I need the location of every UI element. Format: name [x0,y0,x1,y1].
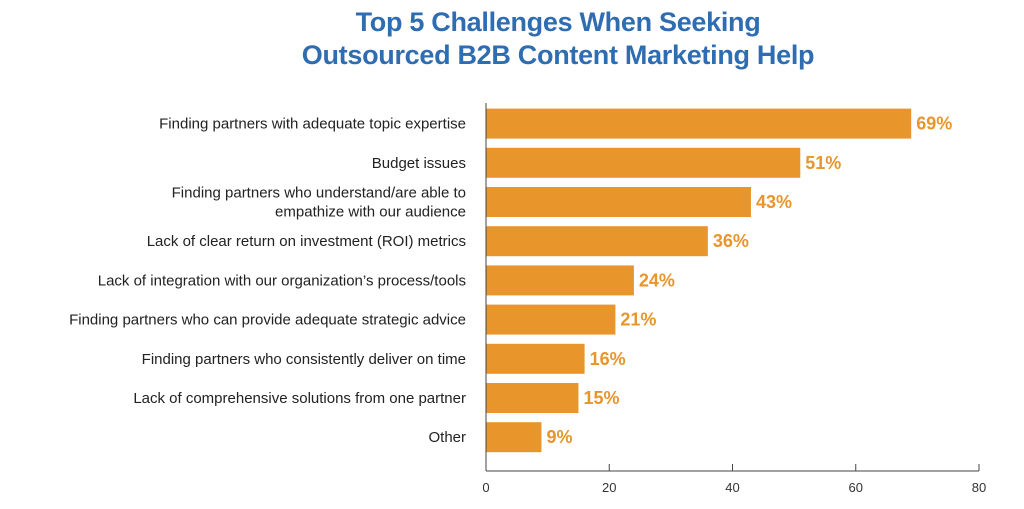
x-tick-label-2: 40 [725,480,739,495]
bar-1 [486,147,801,178]
value-label-7: 15% [583,388,619,408]
category-label-6: Finding partners who consistently delive… [142,351,466,368]
value-label-6: 16% [590,349,626,369]
bar-2 [486,187,751,217]
category-label-2-line-1: Finding partners who understand/are able… [172,185,466,202]
value-label-4: 24% [639,270,675,290]
chart-title: Top 5 Challenges When Seeking Outsourced… [0,6,1024,72]
value-label-8: 9% [546,427,572,447]
value-label-0: 69% [916,114,952,134]
category-label-5: Finding partners who can provide adequat… [69,312,466,329]
bar-6 [486,343,585,374]
category-label-8: Other [428,429,466,446]
bar-5 [486,304,616,335]
bar-3 [486,226,708,257]
bar-7 [486,383,579,413]
chart-title-line-2: Outsourced B2B Content Marketing Help [301,40,815,70]
value-label-2: 43% [756,192,792,212]
category-label-2-line-2: empathize with our audience [275,204,466,221]
x-tick-label-4: 80 [972,480,986,495]
value-label-1: 51% [805,153,841,173]
category-label-4: Lack of integration with our organizatio… [98,272,466,289]
bar-8 [486,422,542,453]
bar-0 [486,108,912,139]
x-tick-label-1: 20 [602,480,616,495]
category-label-3: Lack of clear return on investment (ROI)… [147,233,466,250]
chart-title-line-1: Top 5 Challenges When Seeking [355,7,761,37]
x-tick-label-3: 60 [849,480,863,495]
value-label-5: 21% [620,310,656,330]
category-label-7: Lack of comprehensive solutions from one… [133,390,466,407]
value-label-3: 36% [713,231,749,251]
category-label-0: Finding partners with adequate topic exp… [159,116,466,133]
bar-4 [486,265,634,296]
category-label-1: Budget issues [372,155,466,172]
x-tick-label-0: 0 [482,480,489,495]
